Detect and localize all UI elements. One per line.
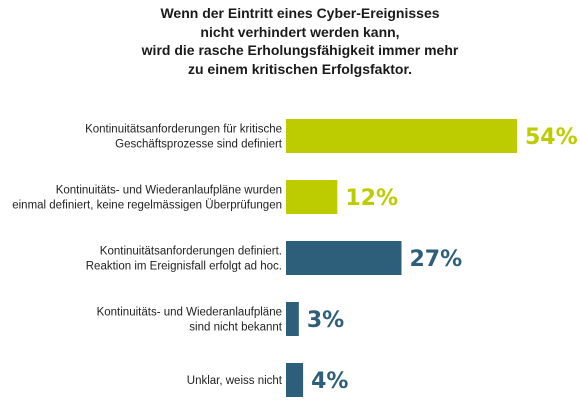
chart-title-line: wird die rasche Erholungsfähigkeit immer… xyxy=(141,42,459,58)
category-label-line: Unklar, weiss nicht xyxy=(187,375,283,387)
category-label-line: Kontinuitäts- und Wiederanlaufpläne xyxy=(97,307,282,319)
category-label: Kontinuitäts- und Wiederanlaufpläne wurd… xyxy=(12,185,282,212)
chart-title-line: nicht verhindert werden kann, xyxy=(200,23,400,40)
bar xyxy=(286,363,304,397)
bar xyxy=(286,180,338,214)
category-label: Unklar, weiss nicht xyxy=(187,375,283,387)
category-label-line: Reaktion im Ereignisfall erfolgt ad hoc. xyxy=(86,261,282,273)
category-label-line: Kontinuitätsanforderungen definiert. xyxy=(100,246,282,258)
bar-value-label: 4% xyxy=(311,369,348,394)
category-label-line: Geschäftsprozesse sind definiert xyxy=(115,139,283,151)
category-label-line: sind nicht bekannt xyxy=(189,322,283,334)
bar-value-label: 3% xyxy=(307,308,344,333)
category-label-line: einmal definiert, keine regelmässigen Üb… xyxy=(12,200,282,212)
category-label: Kontinuitätsanforderungen definiert. Reak… xyxy=(86,246,282,273)
chart-title: Wenn der Eintritt eines Cyber-Ereignisse… xyxy=(60,4,540,78)
bar xyxy=(286,241,402,275)
category-label: Kontinuitätsanforderungen für kritische G… xyxy=(85,124,283,151)
category-label: Kontinuitäts- und Wiederanlaufpläne sind … xyxy=(97,307,283,334)
bar-value-label: 12% xyxy=(345,186,398,211)
bar-value-label: 54% xyxy=(525,125,578,150)
chart-title-line: zu einem kritischen Erfolgsfaktor. xyxy=(187,60,413,77)
chart-title-line: Wenn der Eintritt eines Cyber-Ereignisse… xyxy=(160,5,440,21)
bar xyxy=(286,119,517,153)
category-label-line: Kontinuitäts- und Wiederanlaufpläne wurd… xyxy=(56,185,282,197)
category-label-line: Kontinuitätsanforderungen für kritische xyxy=(85,124,282,136)
bar-value-label: 27% xyxy=(410,247,463,272)
bar xyxy=(286,302,299,336)
